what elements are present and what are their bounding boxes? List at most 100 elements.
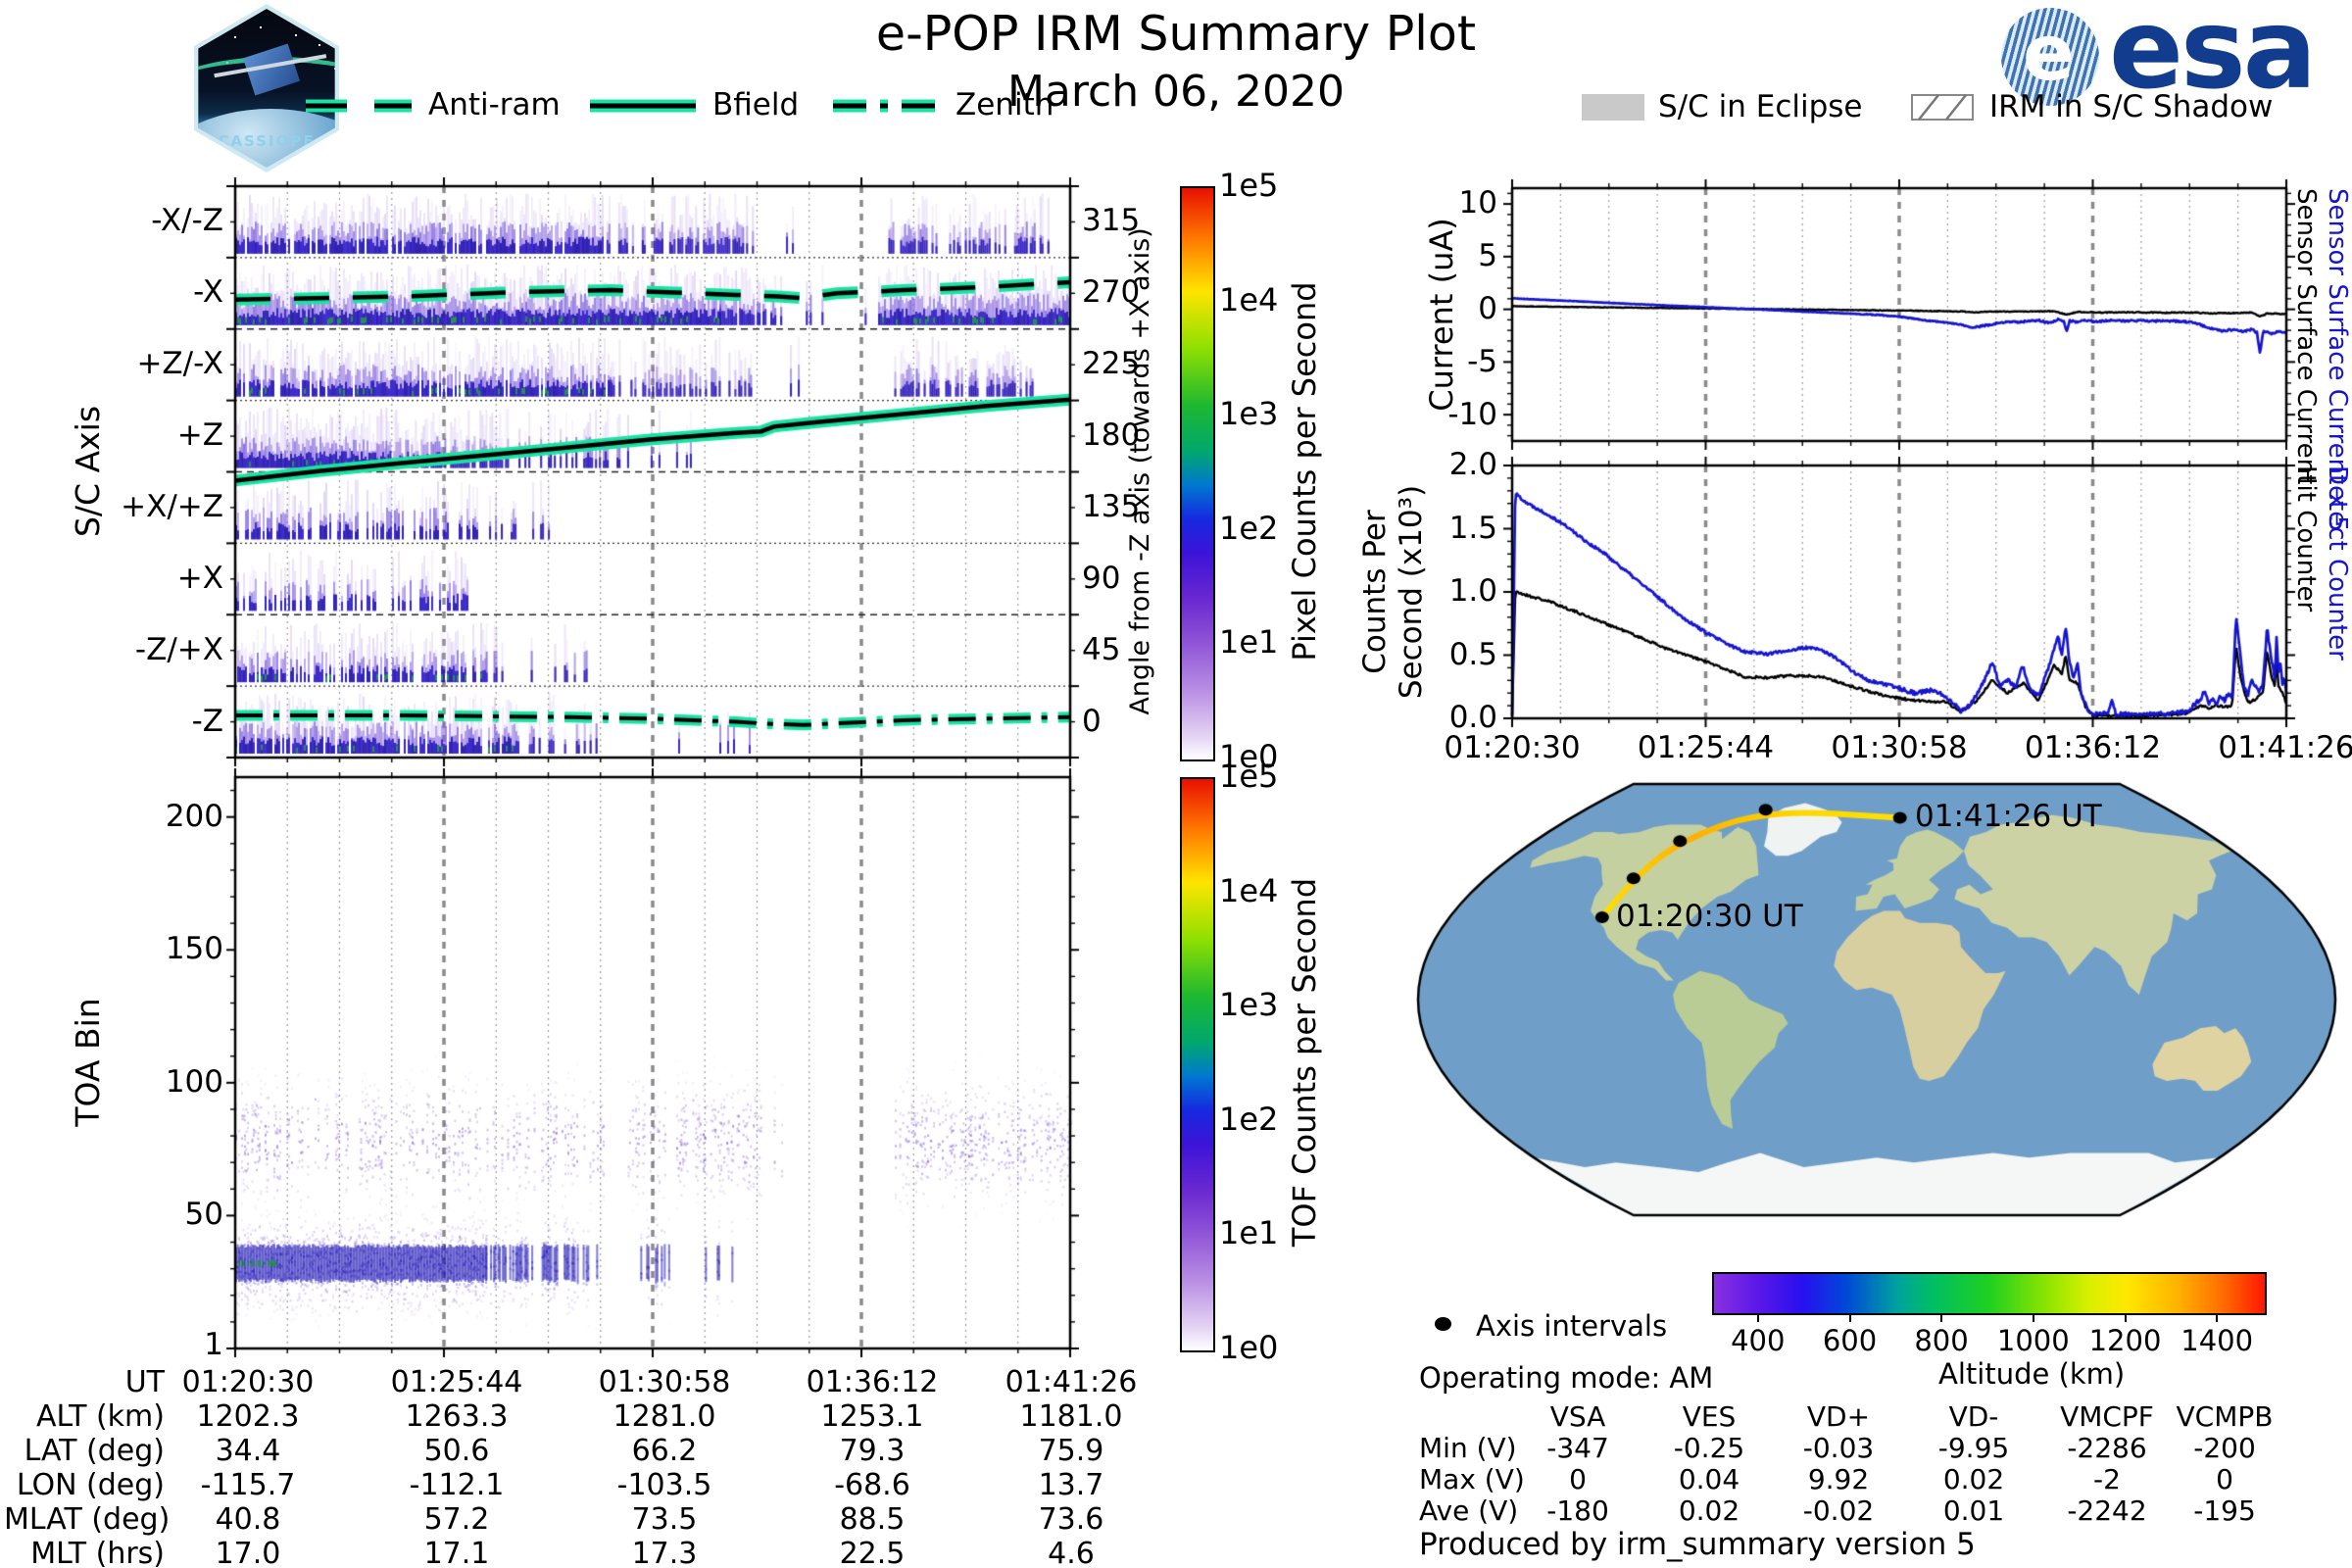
toa-ytick: 1 <box>204 1327 223 1363</box>
altitude-tick-label: 1400 <box>2180 1324 2254 1357</box>
pixel-counts-colorbar <box>1180 186 1215 761</box>
track-start-label: 01:20:30 UT <box>1616 899 1803 934</box>
altitude-tick-mark <box>1756 1313 1759 1322</box>
toa-ytick: 50 <box>184 1197 223 1233</box>
ephemeris-value: 17.1 <box>423 1537 490 1568</box>
current-ytick: -5 <box>1467 343 1497 379</box>
bfield-line-sample-icon <box>590 99 696 113</box>
angle-tick-label: 90 <box>1082 560 1121 596</box>
ephemeris-value: 73.5 <box>631 1502 698 1537</box>
pixel-colorbar-tick: 1e5 <box>1219 167 1279 204</box>
voltage-row-label: Ave (V) <box>1419 1494 1519 1527</box>
shadow-hatch-swatch-icon <box>1911 94 1974 121</box>
legend-zenith: Zenith <box>956 87 1054 122</box>
sc-axis-row-label: -X <box>193 274 223 311</box>
voltage-value: 0 <box>1569 1463 1587 1495</box>
voltage-col-header: VCMPB <box>2176 1400 2274 1433</box>
counts-xtick: 01:25:44 <box>1637 730 1775 765</box>
ephemeris-value: 73.6 <box>1038 1502 1104 1537</box>
ephemeris-value: -115.7 <box>200 1468 296 1502</box>
altitude-tick-mark <box>2124 1313 2127 1322</box>
esa-logo-text: esa <box>2109 0 2317 114</box>
voltage-value: 0.04 <box>1678 1463 1740 1495</box>
ephemeris-value: -103.5 <box>616 1468 712 1502</box>
voltage-value: -0.03 <box>1802 1432 1875 1464</box>
toa-ytick: 150 <box>165 931 223 967</box>
pixel-counts-colorbar-label: Pixel Counts per Second <box>1286 281 1323 662</box>
ephemeris-value: 4.6 <box>1048 1537 1095 1568</box>
produced-by: Produced by irm_summary version 5 <box>1419 1527 1976 1562</box>
anti-ram-line-sample-icon <box>306 99 412 113</box>
altitude-tick-label: 1000 <box>1996 1324 2070 1357</box>
ephemeris-value: -112.1 <box>409 1468 505 1502</box>
altitude-tick-mark <box>2216 1313 2219 1322</box>
sc-axis-row-label: -Z <box>191 703 223 739</box>
pixel-colorbar-tick: 1e2 <box>1219 509 1279 547</box>
ephemeris-value: 57.2 <box>423 1502 490 1537</box>
ephemeris-value: 50.6 <box>423 1434 490 1468</box>
ephemeris-value: 01:20:30 <box>181 1365 315 1399</box>
counts-xtick: 01:30:58 <box>1831 730 1968 765</box>
pixel-colorbar-tick: 1e0 <box>1219 738 1279 775</box>
ephemeris-value: 88.5 <box>839 1502 906 1537</box>
voltage-col-header: VMCPF <box>2060 1400 2154 1433</box>
counts-xtick: 01:36:12 <box>2024 730 2162 765</box>
altitude-colorbar-label: Altitude (km) <box>1938 1357 2126 1391</box>
voltage-value: 0 <box>2216 1463 2233 1495</box>
voltage-value: 0.02 <box>1942 1463 2005 1495</box>
altitude-colorbar <box>1712 1272 2267 1315</box>
legend-bfield: Bfield <box>712 87 800 122</box>
ephemeris-value: 40.8 <box>215 1502 281 1537</box>
sc-axis-spectrogram-canvas <box>220 171 1086 773</box>
counts-xtick: 01:41:26 <box>2218 730 2352 765</box>
cassiope-mission-badge: CASSIOPE <box>194 4 339 172</box>
voltage-col-header: VSA <box>1549 1400 1606 1433</box>
sc-axis-row-label: +Z <box>176 417 223 454</box>
sc-axis-row-label: +Z/-X <box>136 346 223 382</box>
altitude-tick-label: 400 <box>1731 1324 1786 1357</box>
ephemeris-value: 01:30:58 <box>598 1365 731 1399</box>
toa-ytick: 200 <box>165 798 223 834</box>
operating-mode: Operating mode: AM <box>1419 1361 1714 1395</box>
ephemeris-value: -68.6 <box>834 1468 910 1502</box>
angle-tick-label: 45 <box>1082 631 1121 667</box>
voltage-row-label: Min (V) <box>1419 1432 1517 1464</box>
counts-ytick: 1.5 <box>1448 510 1497 546</box>
voltage-value: -180 <box>1546 1494 1609 1527</box>
current-ytick: 0 <box>1478 290 1497 326</box>
ephemeris-value: 01:36:12 <box>806 1365 939 1399</box>
angle-tick-label: 225 <box>1082 346 1141 382</box>
cassiope-label: CASSIOPE <box>218 132 316 150</box>
angle-tick-label: 0 <box>1082 703 1102 739</box>
current-ytick: -10 <box>1447 396 1497 432</box>
tof-colorbar-tick: 1e3 <box>1219 986 1279 1024</box>
legend-eclipse: S/C in Eclipse <box>1658 89 1863 124</box>
voltage-value: -2242 <box>2067 1494 2147 1527</box>
voltage-col-header: VD+ <box>1806 1400 1871 1433</box>
counts-plot-canvas <box>1496 450 2302 734</box>
voltage-col-header: VES <box>1682 1400 1737 1433</box>
angle-tick-label: 135 <box>1082 488 1141 524</box>
ephemeris-value: 66.2 <box>631 1434 698 1468</box>
voltage-value: -2 <box>2093 1463 2121 1495</box>
ephemeris-value: 1263.3 <box>405 1399 509 1434</box>
voltage-value: -347 <box>1546 1432 1609 1464</box>
ephemeris-value: 1181.0 <box>1019 1399 1123 1434</box>
ground-track-map-canvas <box>1411 779 2342 1220</box>
ephemeris-row-label: ALT (km) <box>36 1399 165 1434</box>
toa-ytick: 100 <box>165 1063 223 1100</box>
angle-tick-label: 315 <box>1082 203 1141 239</box>
eclipse-swatch-icon <box>1582 94 1644 121</box>
pixel-colorbar-tick: 1e1 <box>1219 623 1279 662</box>
legend-anti-ram: Anti-ram <box>428 87 561 122</box>
tof-counts-colorbar-label: TOF Counts per Second <box>1286 877 1323 1248</box>
voltage-value: 9.92 <box>1807 1463 1870 1495</box>
axis-intervals-label: Axis intervals <box>1476 1309 1668 1343</box>
voltage-row-label: Max (V) <box>1419 1463 1525 1495</box>
altitude-tick-mark <box>1848 1313 1851 1322</box>
track-end-label: 01:41:26 UT <box>1915 799 2102 834</box>
tof-colorbar-tick: 1e0 <box>1219 1329 1279 1366</box>
tof-colorbar-tick: 1e4 <box>1219 871 1279 909</box>
counts-right-label-blue: Detect Counter <box>2323 466 2352 661</box>
